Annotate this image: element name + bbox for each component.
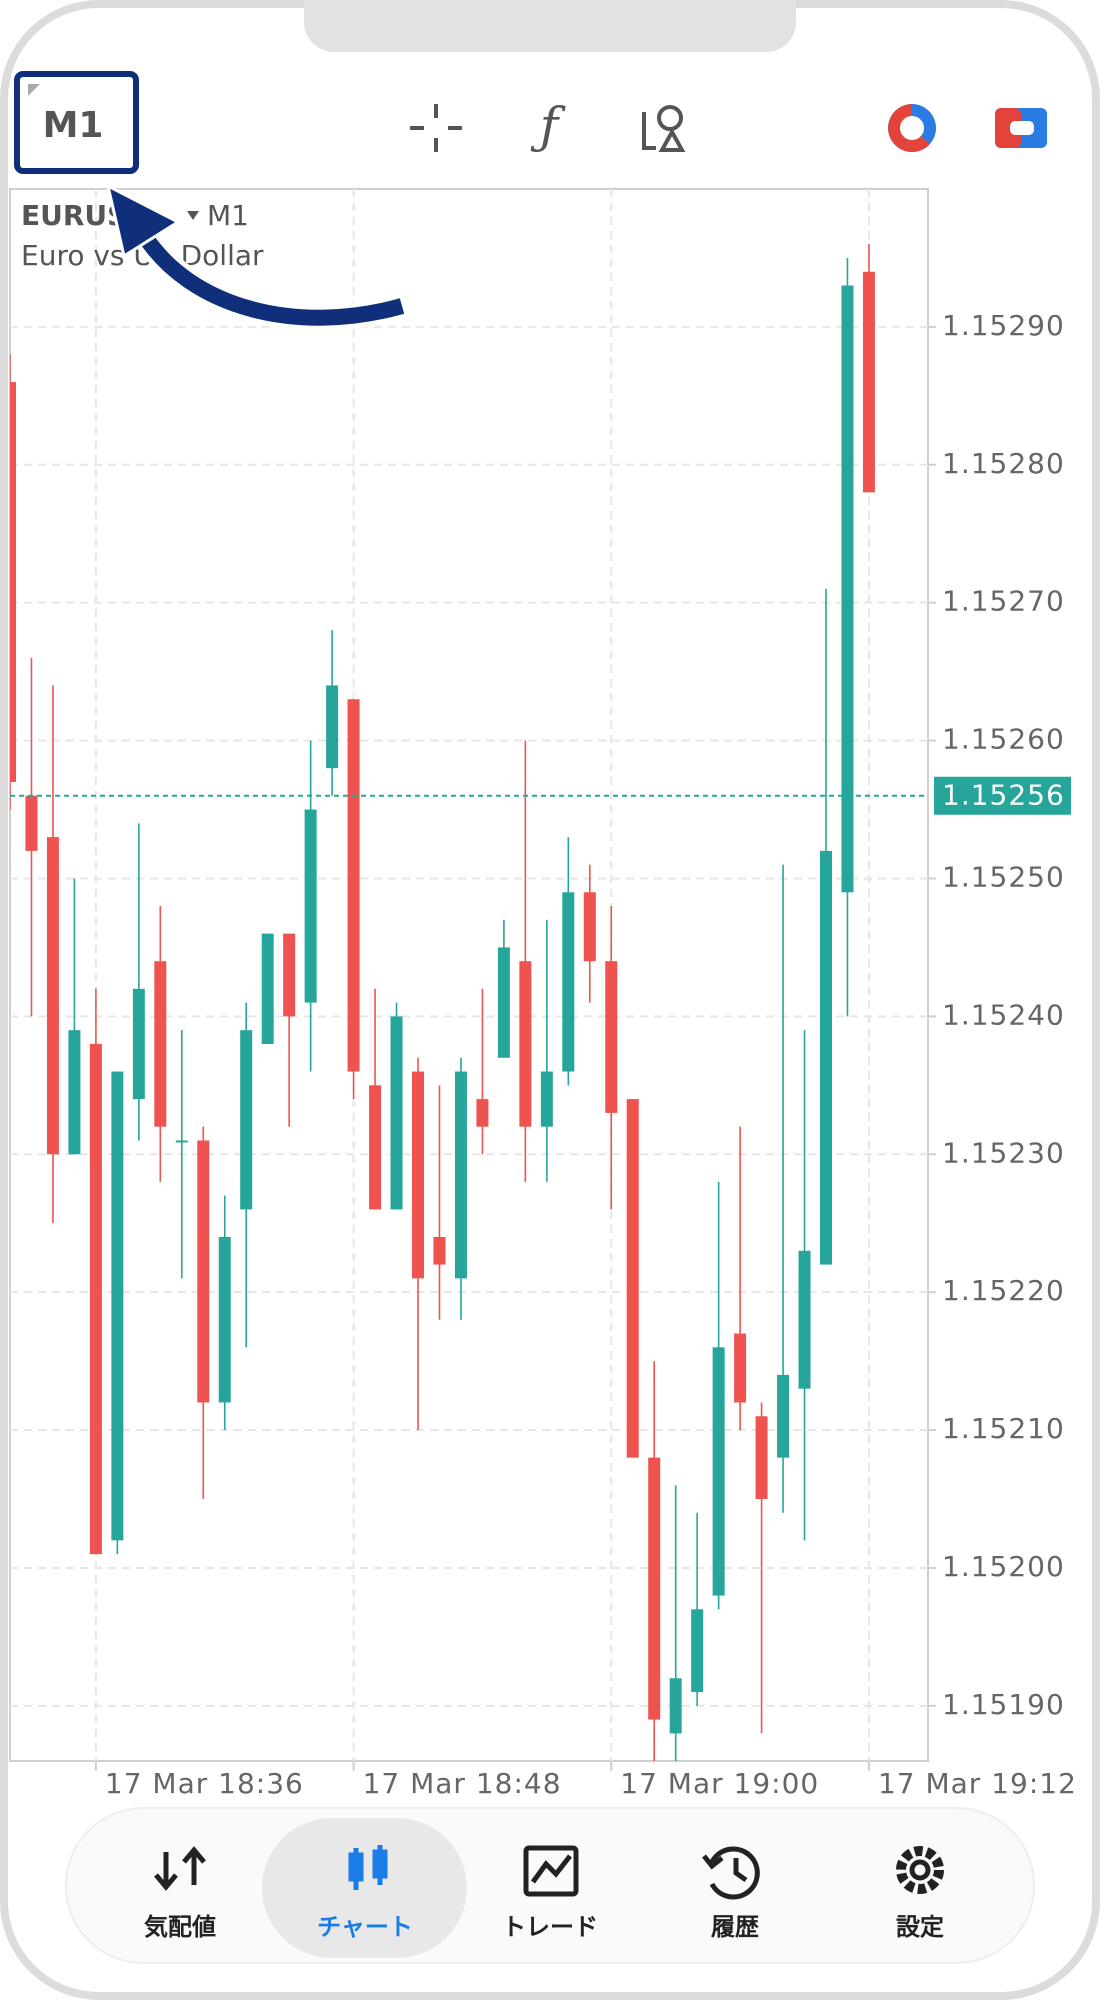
corner-mark bbox=[28, 84, 40, 96]
timeframe-highlight bbox=[14, 71, 139, 174]
candle-body bbox=[326, 685, 339, 769]
candle-body bbox=[132, 988, 145, 1100]
candle-body bbox=[648, 1457, 661, 1720]
candle-body bbox=[777, 1374, 790, 1458]
x-tick-label: 17 Mar 18:36 bbox=[105, 1767, 304, 1800]
nav-item[interactable]: 気配値 bbox=[144, 1913, 216, 1941]
candle-body bbox=[283, 933, 296, 1017]
notch bbox=[304, 0, 796, 52]
candle-body bbox=[433, 1237, 446, 1265]
candle-body bbox=[691, 1609, 704, 1693]
candle-body bbox=[583, 892, 596, 962]
candle-body bbox=[240, 1030, 253, 1210]
y-tick-label: 1.15200 bbox=[942, 1550, 1065, 1583]
y-tick-label: 1.15210 bbox=[942, 1412, 1065, 1445]
dropdown-caret bbox=[187, 211, 199, 220]
candle-body bbox=[197, 1140, 210, 1403]
candle-body bbox=[89, 1043, 102, 1555]
y-tick-label: 1.15280 bbox=[942, 447, 1065, 480]
last-price-box bbox=[934, 776, 1071, 815]
nav-icons bbox=[154, 1845, 944, 1900]
objects-icon[interactable] bbox=[642, 105, 686, 152]
y-tick-label: 1.15290 bbox=[942, 309, 1065, 342]
axes: 1.15190 1.15200 1.15210 1.15220 1.15230 1.152… bbox=[10, 309, 1077, 1800]
nav-item[interactable]: チャート bbox=[317, 1913, 413, 1941]
nav-item[interactable]: 設定 bbox=[896, 1913, 944, 1941]
candle-body bbox=[412, 1071, 424, 1279]
quotes-icon bbox=[154, 1846, 206, 1891]
candle-body bbox=[261, 933, 274, 1044]
y-tick-label: 1.15230 bbox=[942, 1136, 1065, 1169]
candle-body bbox=[304, 809, 317, 1003]
x-tick-label: 17 Mar 18:48 bbox=[363, 1767, 562, 1800]
trade-nav-icon bbox=[523, 1845, 579, 1897]
y-tick-label: 1.15260 bbox=[942, 723, 1065, 756]
x-tick-label: 17 Mar 19:12 bbox=[878, 1767, 1077, 1800]
timeframe-button[interactable]: M1 bbox=[43, 105, 104, 146]
candles bbox=[10, 244, 875, 1761]
candle-body bbox=[25, 795, 38, 851]
candle-body bbox=[111, 1071, 124, 1541]
nav-labels: 気配値 チャート トレード 履歴 設定 bbox=[144, 1913, 944, 1941]
trade-icon[interactable] bbox=[995, 108, 1047, 148]
x-tick-label: 17 Mar 19:00 bbox=[620, 1767, 819, 1800]
candle-body bbox=[841, 285, 854, 893]
nav-active-pill bbox=[262, 1818, 467, 1958]
candle-body bbox=[798, 1250, 811, 1389]
candle-body bbox=[712, 1347, 725, 1596]
candle-body bbox=[218, 1237, 231, 1403]
last-price-label: 1.15256 bbox=[942, 779, 1065, 812]
candle-body bbox=[862, 271, 875, 493]
candle-body bbox=[519, 961, 532, 1127]
candle-body bbox=[175, 1140, 188, 1143]
candle-body bbox=[369, 1085, 382, 1210]
candle-body bbox=[347, 699, 360, 1072]
nav-item[interactable]: トレード bbox=[502, 1913, 598, 1941]
one-click-icon[interactable] bbox=[888, 104, 936, 152]
candle-body bbox=[154, 961, 167, 1127]
annotation-arrow bbox=[105, 183, 415, 331]
candle-body bbox=[10, 382, 16, 782]
candle-body bbox=[626, 1099, 639, 1458]
candle-body bbox=[669, 1678, 682, 1734]
crosshair-icon[interactable] bbox=[410, 104, 462, 152]
candle-body bbox=[605, 961, 618, 1113]
candle-body bbox=[68, 1030, 81, 1155]
y-tick-label: 1.15190 bbox=[942, 1688, 1065, 1721]
symbol-timeframe: M1 bbox=[207, 199, 249, 232]
candle-body bbox=[390, 1016, 403, 1210]
candle-body bbox=[540, 1071, 553, 1127]
candle-body bbox=[476, 1099, 489, 1127]
candle-body bbox=[46, 837, 59, 1155]
plot-frame bbox=[9, 188, 929, 1762]
candle-body bbox=[454, 1071, 467, 1279]
y-tick-label: 1.15250 bbox=[942, 860, 1065, 893]
candle-body bbox=[562, 892, 575, 1072]
y-tick-label: 1.15270 bbox=[942, 585, 1065, 618]
y-tick-label: 1.15220 bbox=[942, 1274, 1065, 1307]
candle-body bbox=[755, 1416, 768, 1499]
candle-body bbox=[734, 1333, 747, 1403]
chart-icon bbox=[348, 1845, 388, 1890]
candle-body bbox=[820, 850, 832, 1265]
nav-item[interactable]: 履歴 bbox=[711, 1913, 759, 1941]
candle-body bbox=[497, 947, 510, 1058]
settings-icon bbox=[896, 1846, 944, 1894]
y-tick-label: 1.15240 bbox=[942, 998, 1065, 1031]
history-icon bbox=[702, 1846, 760, 1900]
